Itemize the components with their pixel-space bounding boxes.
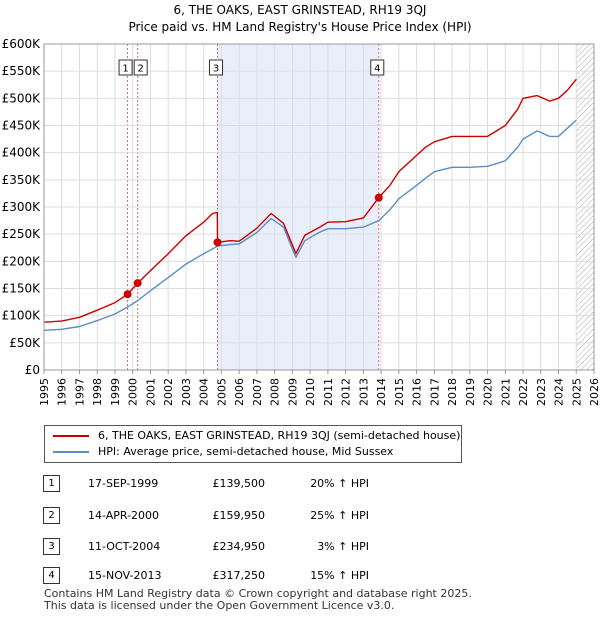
- sale-label-box-1: [118, 59, 133, 76]
- x-tick-label: 2023: [535, 378, 548, 406]
- chart-legend: 6, THE OAKS, EAST GRINSTEAD, RH19 3QJ (s…: [44, 425, 462, 463]
- x-tick-label: 2007: [251, 378, 264, 406]
- transaction-date: 14-APR-2000: [88, 509, 160, 522]
- x-tick-label: 1995: [38, 378, 51, 406]
- sale-label-4: 4: [374, 64, 380, 75]
- chart-title-subtitle: Price paid vs. HM Land Registry's House …: [128, 20, 472, 34]
- y-tick-label: £300K: [2, 200, 42, 214]
- legend-item-hpi: HPI: Average price, semi-detached house,…: [53, 444, 393, 460]
- transaction-hpi-diff: 15% ↑ HPI: [310, 569, 369, 582]
- legend-label-property: 6, THE OAKS, EAST GRINSTEAD, RH19 3QJ (s…: [98, 429, 461, 442]
- x-tick-label: 2001: [144, 378, 157, 406]
- x-tick-label: 2003: [180, 378, 193, 406]
- x-tick-label: 2006: [233, 378, 246, 406]
- transaction-number: 2: [43, 507, 60, 524]
- sale-label-3: 3: [213, 64, 219, 75]
- x-tick-label: 2011: [322, 378, 335, 406]
- transaction-row: 4 15-NOV-2013 £317,250 15% ↑ HPI: [0, 566, 600, 586]
- transaction-number: 1: [43, 475, 60, 492]
- transaction-hpi-diff: 25% ↑ HPI: [310, 509, 369, 522]
- x-tick-label: 2002: [162, 378, 175, 406]
- x-tick-label: 2010: [304, 378, 317, 406]
- legend-item-property: 6, THE OAKS, EAST GRINSTEAD, RH19 3QJ (s…: [53, 428, 460, 444]
- sale-point-3: [213, 238, 222, 247]
- transaction-row: 1 17-SEP-1999 £139,500 20% ↑ HPI: [0, 474, 600, 494]
- x-tick-label: 2026: [588, 378, 600, 406]
- y-tick-label: £550K: [2, 64, 42, 78]
- x-tick-label: 2008: [269, 378, 282, 406]
- transaction-date: 15-NOV-2013: [88, 569, 162, 582]
- transaction-row: 2 14-APR-2000 £159,950 25% ↑ HPI: [0, 506, 600, 526]
- sale-label-1: 1: [122, 64, 128, 75]
- x-tick-label: 2017: [428, 378, 441, 406]
- x-tick-label: 2004: [198, 378, 211, 406]
- x-tick-label: 1996: [56, 378, 69, 406]
- transaction-number: 4: [43, 567, 60, 584]
- x-tick-label: 2009: [286, 378, 299, 406]
- transaction-row: 3 11-OCT-2004 £234,950 3% ↑ HPI: [0, 537, 600, 557]
- x-tick-label: 2012: [340, 378, 353, 406]
- x-tick-label: 2015: [393, 378, 406, 406]
- price-chart: £0 £50K £100K £150K £200K £250K £300K £350K £400…: [2, 37, 600, 406]
- sale-label-box-4: [370, 59, 385, 76]
- sale-label-box-3: [209, 59, 224, 76]
- x-tick-label: 2021: [499, 378, 512, 406]
- transaction-price: £139,500: [212, 477, 266, 490]
- footer-attribution: Contains HM Land Registry data © Crown c…: [44, 588, 472, 612]
- transaction-price: £159,950: [212, 509, 266, 522]
- sale-point-1: [123, 290, 132, 299]
- y-tick-label: £200K: [2, 254, 42, 268]
- x-tick-label: 2018: [446, 378, 459, 406]
- x-tick-label: 1997: [73, 378, 86, 406]
- x-tick-label: 1999: [109, 378, 122, 406]
- legend-swatch-property: [53, 435, 89, 437]
- footer-licence: This data is licensed under the Open Gov…: [44, 599, 395, 612]
- x-tick-label: 1998: [91, 378, 104, 406]
- y-tick-label: £50K: [9, 336, 41, 350]
- transaction-number: 3: [43, 538, 60, 555]
- property-price-line: [43, 78, 577, 323]
- transaction-price: £317,250: [212, 569, 266, 582]
- x-tick-label: 2005: [215, 378, 228, 406]
- y-tick-label: £350K: [2, 173, 42, 187]
- x-tick-label: 2014: [375, 378, 388, 406]
- legend-label-hpi: HPI: Average price, semi-detached house,…: [98, 445, 394, 458]
- x-tick-label: 2025: [570, 378, 583, 406]
- x-tick-label: 2020: [482, 378, 495, 406]
- x-tick-label: 2024: [553, 378, 566, 406]
- sale-label-2: 2: [137, 64, 143, 75]
- y-tick-label: £450K: [2, 119, 42, 133]
- chart-title-address: 6, THE OAKS, EAST GRINSTEAD, RH19 3QJ: [173, 3, 427, 17]
- x-tick-label: 2022: [517, 378, 530, 406]
- footer-copyright: Contains HM Land Registry data © Crown c…: [44, 587, 472, 600]
- sale-point-4: [374, 193, 383, 202]
- sale-label-box-2: [133, 59, 148, 76]
- y-tick-label: £250K: [2, 227, 42, 241]
- y-tick-label: £400K: [2, 146, 42, 160]
- x-tick-label: 2019: [464, 378, 477, 406]
- transaction-hpi-diff: 3% ↑ HPI: [317, 540, 369, 553]
- plot-border: [43, 43, 595, 371]
- legend-swatch-hpi: [53, 451, 89, 453]
- x-tick-label: 2016: [411, 378, 424, 406]
- y-tick-label: £0: [25, 363, 40, 377]
- y-tick-label: £150K: [2, 282, 42, 296]
- transaction-hpi-diff: 20% ↑ HPI: [310, 477, 369, 490]
- transaction-date: 17-SEP-1999: [88, 477, 159, 490]
- x-tick-label: 2000: [127, 378, 140, 406]
- y-tick-label: £500K: [2, 91, 42, 105]
- x-tick-label: 2013: [357, 378, 370, 406]
- sale-point-2: [133, 279, 142, 288]
- transaction-date: 11-OCT-2004: [88, 540, 161, 553]
- transaction-price: £234,950: [212, 540, 266, 553]
- hpi-line: [43, 119, 577, 331]
- y-tick-label: £100K: [2, 309, 42, 323]
- y-tick-label: £600K: [2, 37, 42, 51]
